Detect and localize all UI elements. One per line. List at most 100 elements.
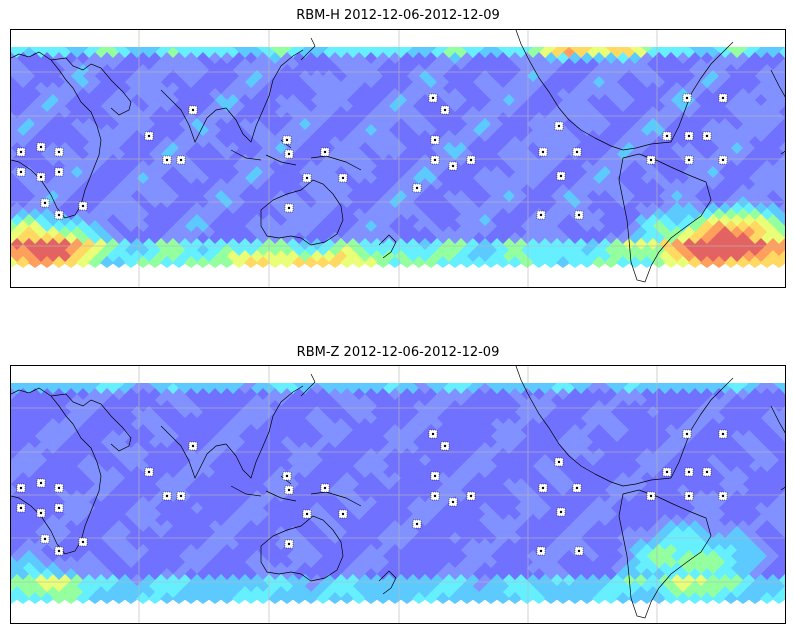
- field-cell: [418, 47, 432, 60]
- field-cell: [760, 383, 774, 390]
- coastlines: [11, 30, 785, 283]
- field-cell: [736, 47, 750, 54]
- field-cell: [244, 256, 258, 268]
- field-cell: [550, 47, 564, 60]
- field-cell: [184, 256, 198, 268]
- field-cell: [70, 383, 84, 396]
- field-cell: [334, 383, 348, 396]
- field-cell: [412, 383, 426, 390]
- field-cell: [568, 256, 582, 268]
- field-cell: [748, 47, 762, 54]
- field-cell: [376, 383, 390, 390]
- field-cell: [382, 47, 396, 60]
- field-cell: [496, 47, 510, 54]
- field-cell: [178, 383, 192, 396]
- field-cell: [616, 256, 630, 268]
- field-cell: [772, 47, 785, 54]
- station-dot: [687, 134, 691, 138]
- field-cell: [328, 47, 342, 54]
- station-dot: [57, 150, 61, 154]
- field-cell: [418, 383, 432, 396]
- field-cell: [628, 256, 642, 268]
- field-cell: [316, 47, 330, 54]
- field-cell: [100, 383, 114, 390]
- field-cell: [172, 256, 186, 268]
- station-dot: [575, 150, 579, 154]
- field-cell: [442, 47, 456, 60]
- field-cell: [556, 383, 570, 390]
- data-field: [11, 47, 785, 268]
- field-cell: [16, 256, 30, 268]
- field-cell: [544, 47, 558, 54]
- field-cell: [478, 47, 492, 60]
- station-dot: [721, 158, 725, 162]
- field-cell: [484, 383, 498, 390]
- field-cell: [724, 256, 738, 268]
- field-cell: [316, 256, 330, 268]
- field-cell: [448, 383, 462, 390]
- field-cell: [352, 47, 366, 54]
- station-dot: [323, 150, 327, 154]
- field-cell: [136, 47, 150, 54]
- field-cell: [622, 47, 636, 60]
- field-cell: [118, 47, 132, 60]
- field-cell: [424, 383, 438, 390]
- field-cell: [184, 47, 198, 54]
- field-cell: [328, 383, 342, 390]
- field-cell: [502, 47, 516, 60]
- field-cell: [544, 383, 558, 390]
- field-cell: [688, 47, 702, 54]
- field-cell: [172, 383, 186, 390]
- field-cell: [64, 383, 78, 390]
- field-cell: [664, 47, 678, 54]
- field-cell: [304, 383, 318, 390]
- field-cell: [160, 256, 174, 268]
- field-cell: [256, 383, 270, 390]
- field-cell: [238, 383, 252, 396]
- field-cell: [628, 47, 642, 54]
- field-cell: [280, 47, 294, 54]
- field-cell: [424, 47, 438, 54]
- field-cell: [454, 47, 468, 60]
- field-cell: [508, 256, 522, 268]
- field-cell: [232, 47, 246, 54]
- field-cell: [100, 47, 114, 54]
- panel-title: RBM-H 2012-12-06-2012-12-09: [296, 8, 500, 23]
- field-cell: [196, 256, 210, 268]
- field-cell: [412, 256, 426, 268]
- field-cell: [484, 47, 498, 54]
- field-cell: [568, 47, 582, 54]
- coastline-path: [618, 153, 712, 283]
- field-cell: [52, 383, 66, 390]
- field-cell: [220, 383, 234, 390]
- field-cell: [190, 47, 204, 60]
- station-dot: [685, 96, 689, 100]
- panel-title: RBM-Z 2012-12-06-2012-12-09: [296, 345, 500, 360]
- field-cell: [88, 256, 102, 268]
- field-cell: [676, 47, 690, 54]
- field-cell: [460, 383, 474, 390]
- field-cell: [646, 383, 660, 396]
- field-cell: [82, 47, 96, 60]
- field-cell: [238, 47, 252, 60]
- field-cell: [274, 383, 288, 396]
- field-cell: [28, 47, 42, 54]
- field-cell: [334, 47, 348, 60]
- field-cell: [166, 383, 180, 396]
- field-cell: [58, 383, 72, 396]
- field-cell: [574, 383, 588, 396]
- field-cell: [736, 383, 750, 390]
- field-cell: [292, 383, 306, 390]
- field-cell: [184, 383, 198, 390]
- coastline-path: [50, 57, 132, 116]
- field-cell: [64, 256, 78, 268]
- station-dot: [165, 158, 169, 162]
- field-cell: [478, 383, 492, 396]
- station-dot: [687, 158, 691, 162]
- field-cell: [112, 383, 126, 390]
- field-cell: [754, 383, 768, 396]
- station-dot: [705, 134, 709, 138]
- field-cell: [730, 47, 744, 60]
- field-cell: [772, 256, 785, 268]
- field-cell: [694, 383, 708, 396]
